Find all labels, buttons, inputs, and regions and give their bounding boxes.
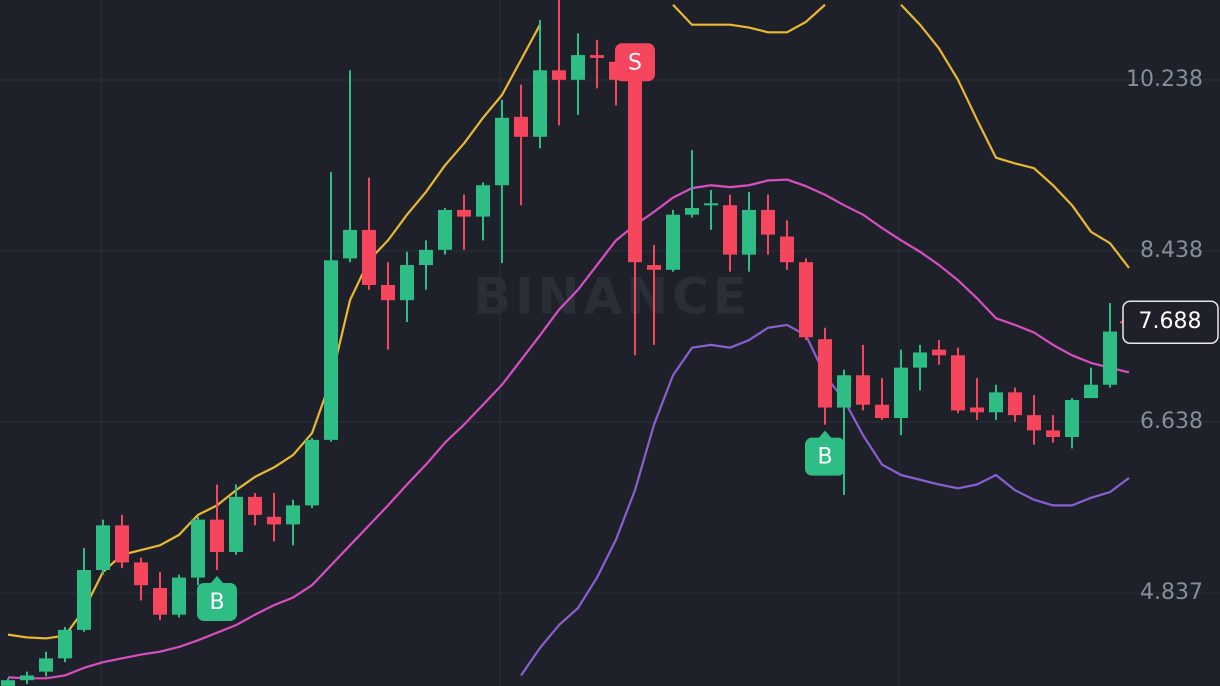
candle-body [248, 496, 262, 515]
signal-marker: S [615, 43, 655, 89]
candle-body [191, 519, 205, 578]
candle-body [134, 562, 148, 586]
candle-body [495, 117, 509, 186]
candle-body [590, 55, 604, 58]
candle-body [647, 265, 661, 270]
candle-body [58, 629, 72, 659]
indicator-line [7, 3, 1130, 640]
candle-body [305, 439, 319, 506]
signal-bubble [805, 437, 845, 476]
candle-body [400, 265, 414, 301]
candle-body [761, 209, 775, 235]
candle-body [324, 260, 338, 440]
signal-marker: B [805, 430, 845, 476]
signal-label: S [628, 50, 642, 75]
candle-body [989, 392, 1003, 413]
candle-body [96, 525, 110, 571]
candle-body [1, 680, 15, 686]
signal-label: B [817, 445, 832, 470]
candle-body [1065, 399, 1079, 438]
signal-bubble [615, 43, 655, 82]
candle-body [229, 496, 243, 552]
candle-body [210, 519, 224, 552]
candle-body [514, 116, 528, 137]
signal-label: B [209, 590, 224, 615]
candle-body [780, 236, 794, 263]
indicator-lines [7, 3, 1130, 680]
y-tick-label: 4.837 [1140, 580, 1203, 605]
candle-body [932, 349, 946, 356]
candle-body [856, 375, 870, 405]
candle-body [20, 675, 34, 681]
candle-body [1103, 331, 1117, 385]
candle-body [438, 209, 452, 250]
candle-body [951, 355, 965, 411]
y-tick-label: 8.438 [1140, 238, 1203, 263]
candle-body [894, 367, 908, 419]
candle-body [837, 375, 851, 408]
candle-body [970, 407, 984, 413]
signal-pointer [628, 80, 642, 89]
candle-body [362, 229, 376, 286]
y-tick-label: 6.638 [1140, 409, 1203, 434]
candle-body [723, 205, 737, 255]
candle-body [875, 404, 889, 419]
candle-body [115, 525, 129, 563]
signal-bubble [197, 583, 237, 622]
candle-body [476, 185, 490, 217]
signal-pointer [818, 430, 832, 439]
candle-body [267, 516, 281, 525]
candle-body [742, 209, 756, 255]
candle-body [818, 339, 832, 408]
signal-pointer [210, 576, 224, 585]
candle-body [704, 203, 718, 206]
candle-body [1046, 430, 1060, 438]
last-price-box [1122, 300, 1219, 344]
candle-body [628, 79, 642, 263]
candle-body [1084, 384, 1098, 399]
candle-body [571, 55, 585, 80]
candle-body [799, 262, 813, 338]
candle-body [533, 70, 547, 137]
candle-body [1027, 415, 1041, 431]
y-tick-label: 10.238 [1126, 67, 1203, 92]
candle-body [457, 209, 471, 217]
last-price-label: 7.688 [1139, 309, 1202, 334]
candle-body [39, 658, 53, 672]
candle-body [172, 577, 186, 615]
candle-body [286, 505, 300, 525]
candle-body [343, 229, 357, 259]
candle-body [1008, 392, 1022, 416]
candle-body [913, 352, 927, 368]
candles [1, 0, 1136, 686]
candle-body [552, 70, 566, 80]
candle-body [685, 208, 699, 215]
candle-body [153, 588, 167, 615]
indicator-line [7, 178, 1130, 680]
candle-body [666, 214, 680, 270]
candle-body [419, 249, 433, 266]
signal-marker: B [197, 576, 237, 622]
candle-body [381, 285, 395, 301]
candle-body [77, 570, 91, 630]
watermark: BINANCE [473, 268, 751, 326]
